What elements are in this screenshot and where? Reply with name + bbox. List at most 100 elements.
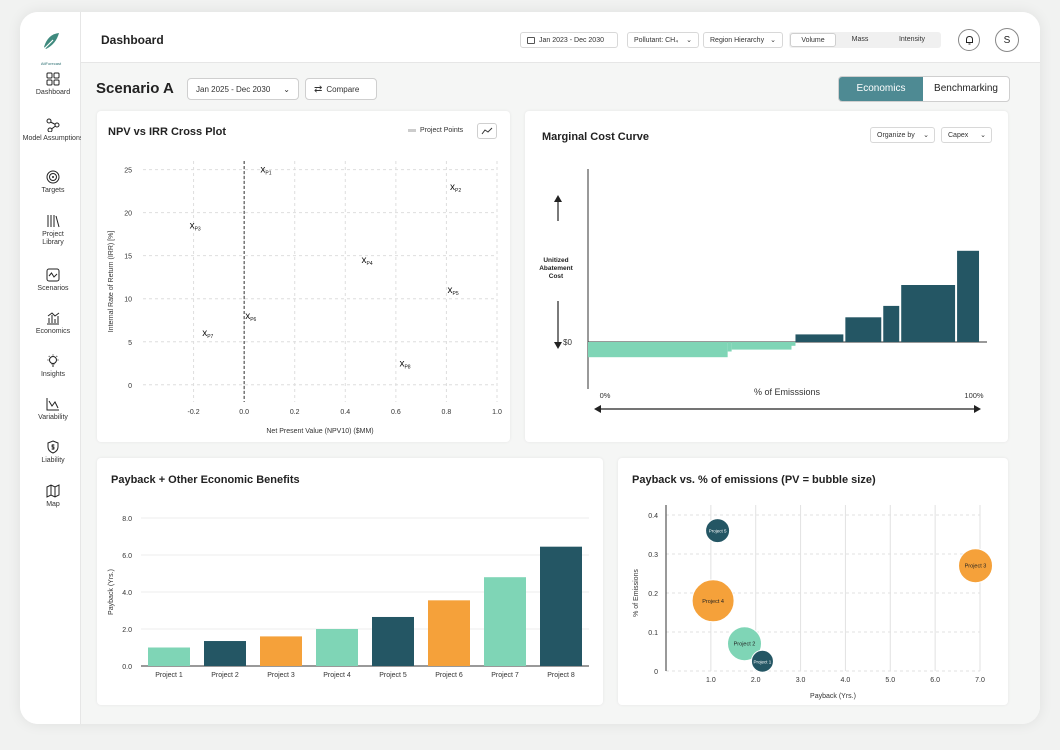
capex-select[interactable]: Capex ⌄ bbox=[941, 127, 992, 143]
y-tick-label: 15 bbox=[124, 254, 132, 261]
sidebar-item-label: Map bbox=[46, 501, 60, 508]
tab-benchmarking[interactable]: Benchmarking bbox=[934, 83, 998, 94]
lightbulb-icon bbox=[47, 354, 59, 367]
x-tick-label: Project 2 bbox=[211, 672, 239, 679]
avatar[interactable]: S bbox=[995, 28, 1019, 52]
npv-irr-chart: 0 5 10 15 20 25 -0.2 0.0 0.2 0.4 0.6 0.8 1.0 Net Pres… bbox=[108, 161, 502, 435]
y-tick-label: 0.2 bbox=[648, 591, 658, 598]
x-tick-label: 0.2 bbox=[290, 409, 300, 416]
swap-icon: ⇄ bbox=[314, 84, 323, 95]
sidebar-item-label: Liability bbox=[41, 457, 65, 464]
y-axis-label: Abatement bbox=[539, 265, 573, 272]
chart-legend: Project Points bbox=[408, 127, 463, 134]
sidebar-item-insights[interactable]: Insights bbox=[20, 354, 86, 379]
sidebar-item-targets[interactable]: Targets bbox=[20, 170, 86, 195]
sidebar-item-liability[interactable]: Liability bbox=[20, 440, 86, 465]
cost-bar bbox=[795, 334, 844, 342]
chart-square-icon bbox=[46, 268, 60, 282]
target-icon bbox=[46, 170, 60, 184]
x-end-label: 100% bbox=[964, 391, 984, 400]
x-tick-label: 3.0 bbox=[796, 677, 806, 684]
cost-bar bbox=[731, 342, 792, 350]
y-axis-label: Unitized bbox=[543, 257, 568, 264]
sidebar: AtlForecast Dashboard Model Assumptions … bbox=[20, 12, 83, 724]
nodes-icon bbox=[46, 118, 60, 132]
y-tick-label: 0.1 bbox=[648, 630, 658, 637]
chart-type-button[interactable] bbox=[477, 123, 497, 139]
bubble bbox=[750, 649, 774, 673]
data-point: xP1 bbox=[260, 165, 271, 177]
data-point: xP4 bbox=[362, 255, 373, 267]
sidebar-item-variability[interactable]: Variability bbox=[20, 397, 86, 422]
date-range-picker[interactable]: Jan 2023 - Dec 2030 bbox=[520, 32, 618, 48]
payback-card: Payback + Other Economic Benefits 0.0 2.0… bbox=[97, 458, 603, 705]
bubble-label: Project 2 bbox=[734, 642, 756, 648]
sidebar-item-dashboard[interactable]: Dashboard bbox=[20, 72, 86, 97]
organize-by-select[interactable]: Organize by ⌄ bbox=[870, 127, 935, 143]
payback-bar bbox=[540, 546, 582, 666]
toggle-intensity[interactable]: Intensity bbox=[898, 36, 926, 43]
payback-bar bbox=[148, 647, 190, 666]
sidebar-item-label: Scenarios bbox=[37, 285, 69, 292]
y-tick-label: 0.3 bbox=[648, 552, 658, 559]
payback-bar-chart: 0.0 2.0 4.0 6.0 8.0 Project 1 Project 2 Project… bbox=[108, 516, 589, 679]
card-title: Payback vs. % of emissions (PV = bubble … bbox=[632, 474, 876, 486]
npv-irr-card: NPV vs IRR Cross Plot Project Points 0 5 1… bbox=[97, 111, 510, 442]
calendar-icon bbox=[527, 36, 535, 44]
card-title: Marginal Cost Curve bbox=[542, 131, 649, 143]
x-tick-label: Project 3 bbox=[267, 672, 295, 679]
y-tick-label: 0 bbox=[654, 669, 658, 676]
card-title: Payback + Other Economic Benefits bbox=[111, 474, 300, 486]
logo[interactable]: AtlForecast bbox=[40, 32, 62, 66]
legend-label: Project Points bbox=[420, 127, 464, 134]
sidebar-item-project-library[interactable]: Project Library bbox=[20, 214, 86, 247]
card-title: NPV vs IRR Cross Plot bbox=[108, 126, 226, 138]
bubble-card: Payback vs. % of emissions (PV = bubble … bbox=[618, 458, 1008, 705]
x-tick-label: Project 6 bbox=[435, 672, 463, 679]
down-arrow-icon bbox=[554, 342, 562, 349]
y-axis-label: Payback (Yrs.) bbox=[108, 569, 115, 615]
bubble-label: Project 3 bbox=[965, 564, 987, 570]
chevron-down-icon: ⌄ bbox=[283, 85, 290, 94]
toggle-mass[interactable]: Mass bbox=[851, 36, 869, 43]
chevron-down-icon: ⌄ bbox=[770, 37, 776, 44]
scenario-date-label: Jan 2025 - Dec 2030 bbox=[196, 85, 271, 94]
cost-bar bbox=[957, 250, 980, 342]
app-window: AtlForecast Dashboard Model Assumptions … bbox=[20, 12, 1040, 724]
compare-label: Compare bbox=[326, 85, 360, 94]
sidebar-item-label: Variability bbox=[38, 414, 68, 421]
payback-bar bbox=[316, 629, 358, 666]
scenario-date-select[interactable]: Jan 2025 - Dec 2030 ⌄ bbox=[187, 78, 299, 100]
notifications-button[interactable] bbox=[958, 29, 980, 51]
tab-economics[interactable]: Economics bbox=[839, 77, 923, 101]
sidebar-item-model-assumptions[interactable]: Model Assumptions bbox=[20, 118, 86, 143]
sidebar-item-scenarios[interactable]: Scenarios bbox=[20, 268, 86, 293]
x-tick-label: 1.0 bbox=[492, 409, 502, 416]
y-tick-label: 0.4 bbox=[648, 513, 658, 520]
x-tick-label: 0.4 bbox=[340, 409, 350, 416]
x-tick-label: Project 7 bbox=[491, 672, 519, 679]
sidebar-item-economics[interactable]: Economics bbox=[20, 311, 86, 336]
data-point: xP7 bbox=[202, 328, 213, 340]
bubble bbox=[705, 518, 731, 544]
pollutant-select[interactable]: Pollutant: CH₄ ⌄ bbox=[627, 32, 699, 48]
date-range-label: Jan 2023 - Dec 2030 bbox=[539, 37, 604, 44]
region-hierarchy-select[interactable]: Region Hierarchy ⌄ bbox=[703, 32, 783, 48]
chevron-down-icon: ⌄ bbox=[923, 132, 929, 139]
page-title: Dashboard bbox=[101, 33, 164, 47]
toggle-volume[interactable]: Volume bbox=[790, 33, 836, 47]
x-tick-label: 4.0 bbox=[841, 677, 851, 684]
y-tick-label: 25 bbox=[124, 168, 132, 175]
variability-icon bbox=[46, 398, 59, 411]
sidebar-item-map[interactable]: Map bbox=[20, 484, 86, 509]
compare-button[interactable]: ⇄ Compare bbox=[305, 78, 377, 100]
y-tick-label: 8.0 bbox=[122, 516, 132, 523]
map-icon bbox=[46, 484, 60, 498]
y-tick-label: 0.0 bbox=[122, 664, 132, 671]
cost-bar bbox=[845, 317, 882, 342]
zero-label: $0 bbox=[563, 338, 572, 347]
line-chart-icon bbox=[481, 127, 493, 135]
sidebar-item-label: Insights bbox=[40, 371, 66, 378]
pollutant-label: Pollutant: CH₄ bbox=[634, 37, 679, 44]
